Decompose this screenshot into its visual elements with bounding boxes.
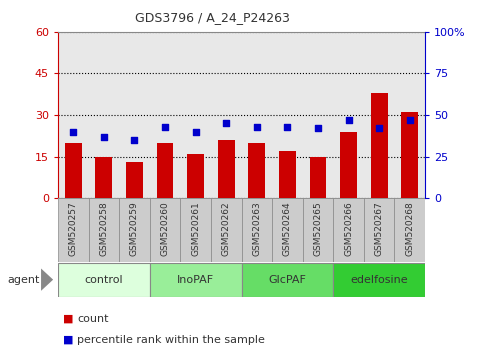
Point — [192, 129, 199, 135]
Text: GSM520262: GSM520262 — [222, 201, 231, 256]
Point — [100, 134, 108, 139]
Text: control: control — [85, 275, 123, 285]
Bar — [180, 198, 211, 262]
Bar — [65, 143, 82, 198]
Bar — [279, 151, 296, 198]
Text: GSM520268: GSM520268 — [405, 201, 414, 256]
Text: agent: agent — [7, 275, 40, 285]
Bar — [187, 154, 204, 198]
Polygon shape — [41, 268, 53, 291]
Text: GSM520259: GSM520259 — [130, 201, 139, 256]
Bar — [340, 132, 357, 198]
Bar — [364, 198, 395, 262]
Bar — [119, 198, 150, 262]
Text: percentile rank within the sample: percentile rank within the sample — [77, 335, 265, 345]
Text: GSM520266: GSM520266 — [344, 201, 353, 256]
Bar — [272, 198, 303, 262]
Bar — [333, 263, 425, 297]
Text: ■: ■ — [63, 335, 73, 345]
Bar — [371, 93, 387, 198]
Bar — [58, 198, 88, 262]
Point — [222, 120, 230, 126]
Bar — [218, 140, 235, 198]
Bar — [242, 198, 272, 262]
Bar — [303, 198, 333, 262]
Text: GSM520264: GSM520264 — [283, 201, 292, 256]
Bar — [401, 112, 418, 198]
Text: GSM520261: GSM520261 — [191, 201, 200, 256]
Bar — [211, 198, 242, 262]
Bar — [156, 143, 173, 198]
Text: edelfosine: edelfosine — [350, 275, 408, 285]
Text: GSM520258: GSM520258 — [99, 201, 108, 256]
Text: GSM520260: GSM520260 — [160, 201, 170, 256]
Bar — [395, 198, 425, 262]
Point — [314, 126, 322, 131]
Text: GSM520257: GSM520257 — [69, 201, 78, 256]
Point — [70, 129, 77, 135]
Point — [130, 137, 138, 143]
Bar — [150, 263, 242, 297]
Bar — [58, 263, 150, 297]
Bar — [150, 198, 180, 262]
Bar — [333, 198, 364, 262]
Bar — [242, 263, 333, 297]
Point — [345, 117, 353, 123]
Text: GSM520263: GSM520263 — [252, 201, 261, 256]
Text: count: count — [77, 314, 109, 324]
Text: GlcPAF: GlcPAF — [269, 275, 306, 285]
Point — [375, 126, 383, 131]
Bar — [96, 156, 112, 198]
Bar — [248, 143, 265, 198]
Point — [253, 124, 261, 130]
Bar — [126, 162, 143, 198]
Text: GDS3796 / A_24_P24263: GDS3796 / A_24_P24263 — [135, 11, 290, 24]
Bar — [310, 156, 327, 198]
Text: GSM520265: GSM520265 — [313, 201, 323, 256]
Text: InoPAF: InoPAF — [177, 275, 214, 285]
Point — [284, 124, 291, 130]
Point — [406, 117, 413, 123]
Text: ■: ■ — [63, 314, 73, 324]
Point — [161, 124, 169, 130]
Bar — [88, 198, 119, 262]
Text: GSM520267: GSM520267 — [375, 201, 384, 256]
